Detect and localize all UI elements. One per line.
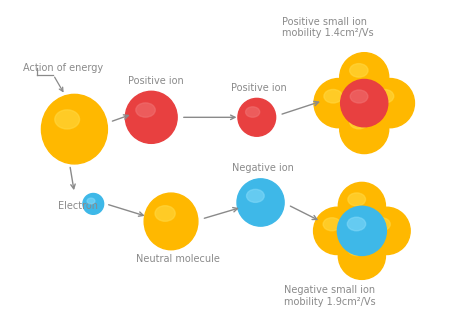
Text: Action of energy: Action of energy [23, 63, 103, 72]
Text: Positive small ion
mobility 1.4cm²/Vs: Positive small ion mobility 1.4cm²/Vs [282, 17, 374, 38]
Ellipse shape [314, 78, 363, 128]
Text: Negative ion: Negative ion [232, 163, 294, 173]
Ellipse shape [373, 218, 390, 231]
Ellipse shape [341, 79, 388, 127]
Text: Electron: Electron [58, 201, 98, 211]
Ellipse shape [348, 242, 365, 256]
Ellipse shape [155, 206, 175, 221]
Text: Positive ion: Positive ion [128, 76, 184, 86]
Text: Neutral molecule: Neutral molecule [136, 254, 220, 264]
Ellipse shape [238, 99, 276, 136]
Ellipse shape [324, 90, 342, 103]
Text: Positive ion: Positive ion [231, 83, 287, 93]
Ellipse shape [83, 193, 104, 214]
Ellipse shape [340, 53, 389, 102]
Ellipse shape [338, 232, 385, 279]
Ellipse shape [55, 110, 80, 129]
Ellipse shape [125, 91, 177, 143]
Ellipse shape [323, 218, 341, 231]
Ellipse shape [350, 64, 368, 77]
Ellipse shape [350, 90, 368, 103]
Ellipse shape [365, 78, 414, 128]
Ellipse shape [348, 193, 365, 206]
Ellipse shape [363, 207, 410, 255]
Ellipse shape [314, 207, 361, 255]
Ellipse shape [246, 107, 260, 117]
Ellipse shape [246, 189, 264, 202]
Ellipse shape [337, 206, 386, 256]
Ellipse shape [338, 182, 385, 230]
Text: Negative small ion
mobility 1.9cm²/Vs: Negative small ion mobility 1.9cm²/Vs [284, 285, 376, 307]
Ellipse shape [350, 115, 368, 129]
Ellipse shape [136, 103, 155, 117]
Ellipse shape [87, 198, 95, 204]
Ellipse shape [237, 179, 284, 226]
Ellipse shape [375, 90, 394, 103]
Ellipse shape [347, 217, 365, 231]
Ellipse shape [144, 193, 198, 250]
Ellipse shape [41, 95, 108, 164]
Ellipse shape [340, 104, 389, 154]
